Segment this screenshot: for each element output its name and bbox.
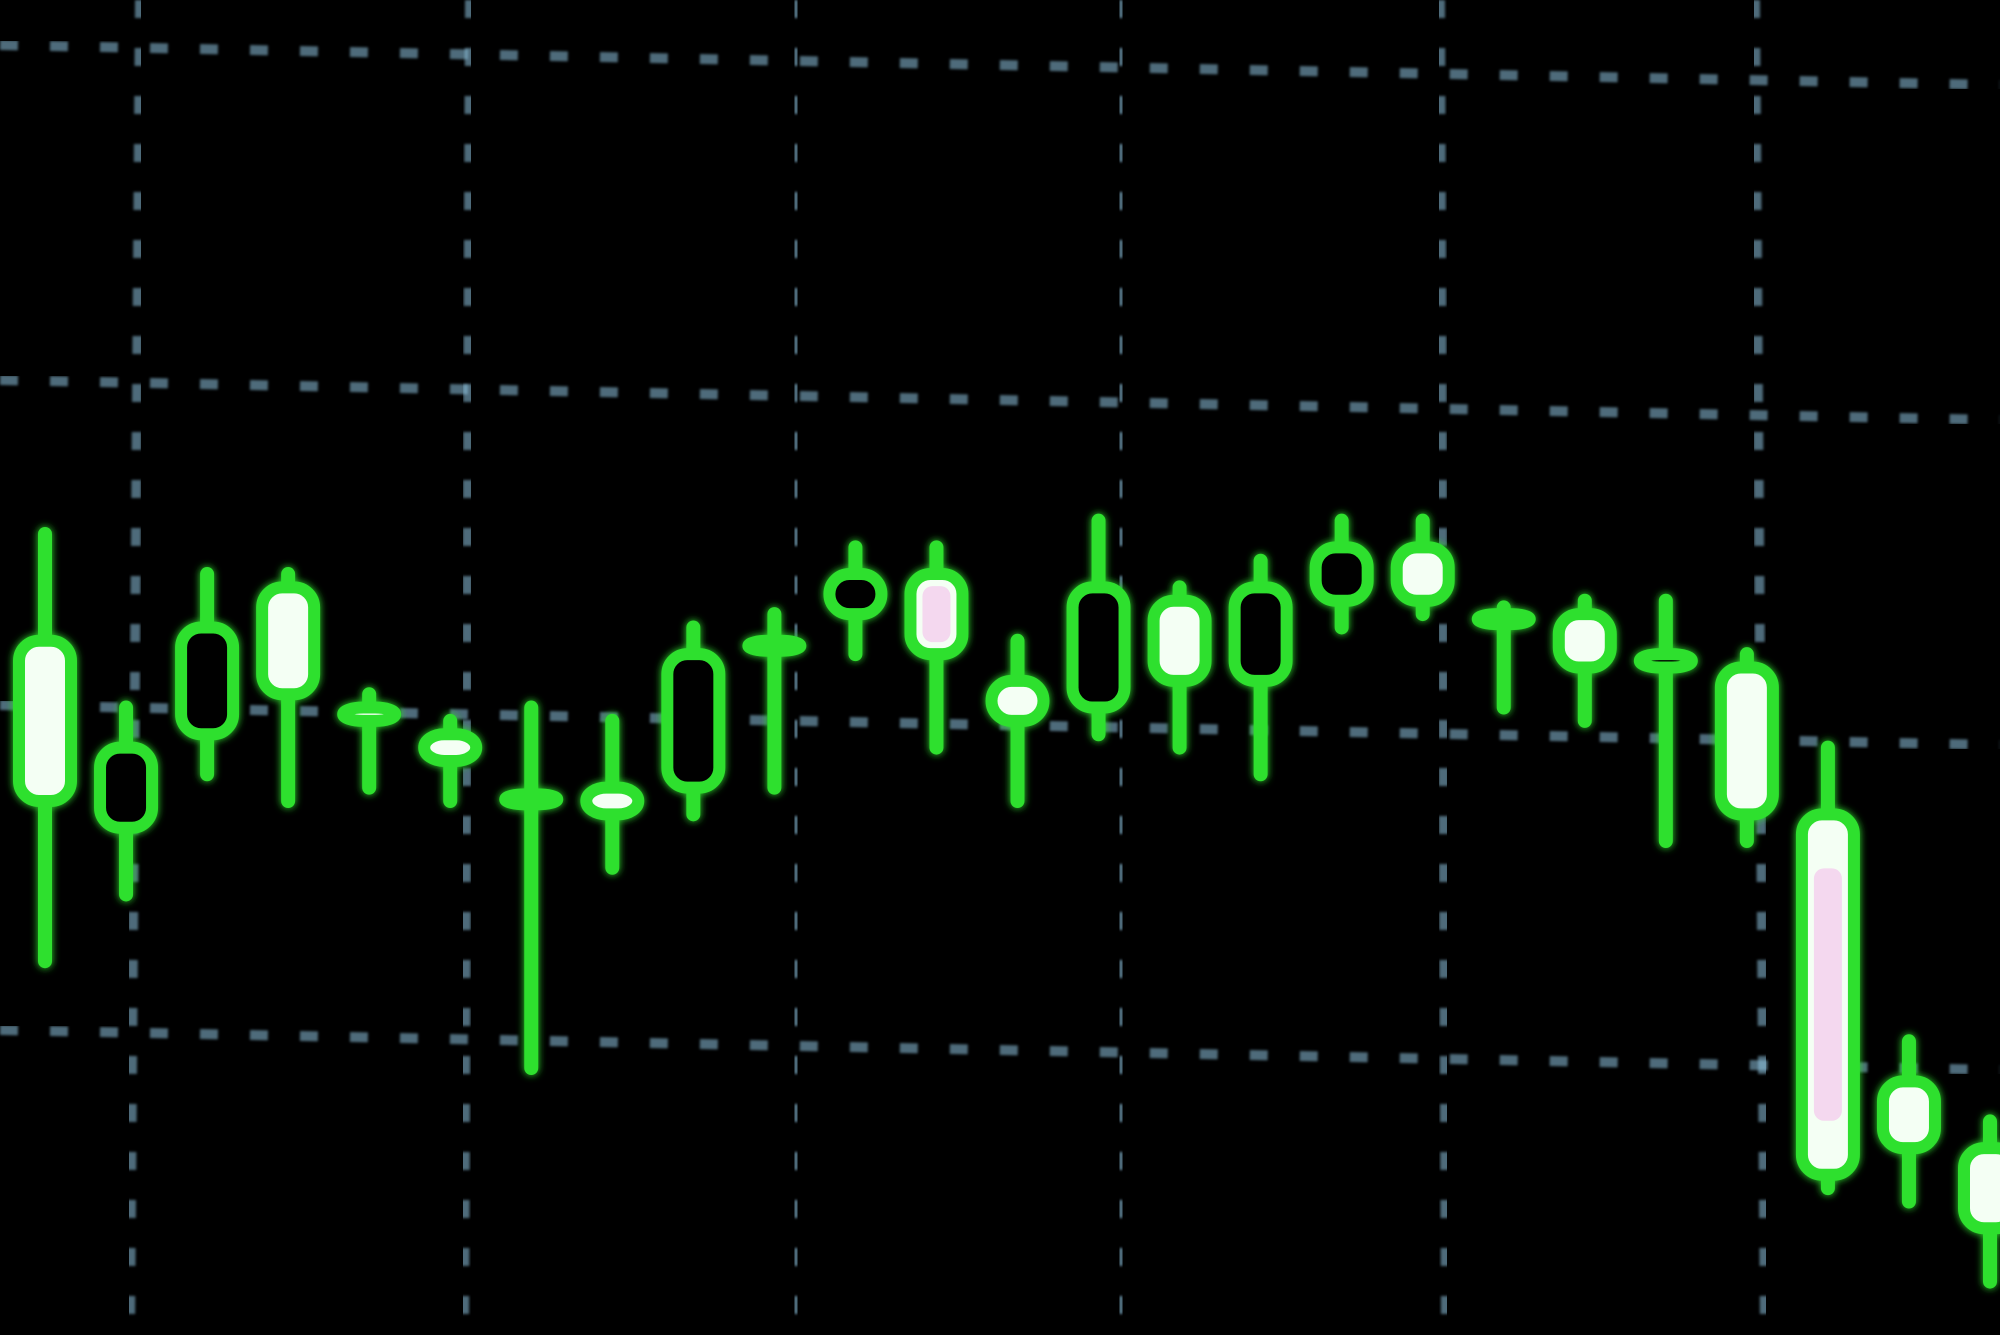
candle — [742, 607, 807, 795]
candle — [1390, 513, 1455, 622]
candle — [1309, 513, 1374, 635]
candle — [1795, 740, 1860, 1196]
candle-body — [418, 728, 483, 767]
candle — [1552, 593, 1617, 728]
candle-highlight — [1813, 868, 1842, 1121]
candle-body — [1228, 581, 1293, 687]
candle — [823, 540, 888, 662]
candle-body — [1309, 541, 1374, 607]
grid-line-vertical — [790, 0, 802, 1335]
candle-body — [1390, 541, 1455, 607]
candle-body — [256, 581, 321, 701]
candle-body — [175, 621, 240, 741]
candle — [580, 713, 645, 875]
candle-body — [13, 634, 77, 807]
candle — [1958, 1114, 2000, 1289]
candle-body — [580, 781, 645, 821]
candle-body — [661, 648, 726, 794]
candle — [256, 567, 321, 808]
candle — [418, 713, 483, 808]
candle — [13, 527, 77, 969]
candle — [1633, 593, 1698, 849]
candle-highlight — [922, 586, 951, 643]
grid-line-horizontal — [0, 1025, 2000, 1075]
candle-body — [337, 701, 402, 727]
candle — [1876, 1034, 1941, 1209]
candle-body — [1552, 608, 1617, 674]
candle-body — [985, 674, 1050, 727]
candle-body — [1471, 608, 1536, 631]
grid-line-vertical — [1435, 0, 1451, 1335]
candle — [499, 700, 564, 1075]
candle — [904, 540, 969, 755]
grid-line-vertical — [1115, 0, 1127, 1335]
candle-body — [1066, 581, 1131, 714]
grid-line-vertical — [459, 0, 475, 1335]
candle — [175, 567, 240, 782]
candle-body — [1876, 1075, 1941, 1155]
candle — [1228, 553, 1293, 782]
grid-line-horizontal — [0, 40, 2000, 90]
grid-line-vertical — [1750, 0, 1770, 1335]
candle-body — [1147, 594, 1212, 687]
candles — [13, 513, 2000, 1289]
candle-body — [742, 634, 807, 657]
candle — [985, 633, 1050, 808]
candle — [1066, 513, 1131, 742]
candle — [1714, 647, 1779, 849]
candle-body — [1958, 1142, 2000, 1235]
candle — [661, 620, 726, 822]
candle — [1147, 580, 1212, 755]
candle-body — [1633, 648, 1698, 674]
candle — [337, 687, 402, 795]
candle — [1471, 600, 1536, 715]
candle — [94, 700, 159, 902]
candle-body — [94, 741, 159, 834]
grid-line-horizontal — [0, 375, 2000, 425]
candle-body — [499, 788, 564, 811]
grid-line-vertical — [125, 0, 145, 1335]
candle-body — [1714, 661, 1779, 821]
candle-body — [823, 568, 888, 621]
